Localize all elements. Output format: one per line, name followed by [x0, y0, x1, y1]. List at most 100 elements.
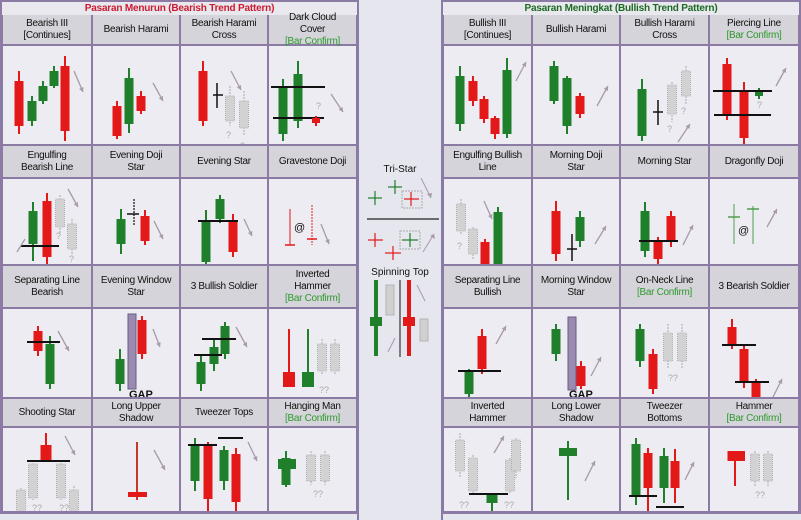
svg-text:?: ?	[316, 101, 321, 111]
svg-text:??: ??	[755, 490, 765, 500]
bearish-pattern-chart	[181, 309, 267, 397]
bullish-pattern-chart	[533, 179, 619, 264]
bullish-pattern-chart	[533, 428, 619, 511]
bullish-pattern-label: Long Lower Shadow	[533, 399, 619, 426]
bullish-panel-title: Pasaran Meningkat (Bullish Trend Pattern…	[443, 2, 799, 15]
bullish-pattern-label: Hammer [Bar Confirm]	[710, 399, 798, 426]
pattern-name: Hammer	[294, 280, 331, 292]
bullish-pattern-label: Bullish Harami	[533, 15, 619, 44]
pattern-name: Cross	[211, 29, 237, 41]
bar-confirm-note: [Bar Confirm]	[284, 292, 340, 304]
center-column: Tri-Star Spinning Top	[357, 0, 443, 520]
bearish-pattern-label: Dark Cloud Cover [Bar Confirm]	[269, 12, 356, 47]
svg-text:@: @	[738, 225, 749, 237]
svg-text:?: ?	[757, 100, 762, 110]
svg-text:??: ??	[32, 503, 42, 511]
pattern-name: Bearish III	[26, 17, 68, 29]
bearish-pattern-label: 3 Bullish Soldier	[181, 266, 267, 307]
tri-star-label: Tri-Star	[383, 164, 417, 175]
pattern-name: Bullish	[473, 286, 502, 298]
svg-text:?: ?	[226, 130, 231, 140]
bearish-pattern-label: Hanging Man [Bar Confirm]	[269, 399, 356, 426]
bullish-pattern-chart: ??	[444, 179, 531, 264]
bullish-pattern-label: Bullish Harami Cross	[621, 15, 708, 44]
bearish-pattern-chart	[181, 179, 267, 264]
pattern-name: Engulfing	[27, 149, 67, 161]
svg-text:??: ??	[668, 373, 678, 383]
bearish-pattern-chart: @	[269, 179, 356, 264]
pattern-name: Evening Window	[100, 274, 172, 286]
bearish-pattern-chart	[3, 309, 91, 397]
pattern-name: Tweezer	[646, 400, 683, 412]
bullish-pattern-label: Morning Window Star	[533, 266, 619, 307]
bearish-pattern-label: Tweezer Tops	[181, 399, 267, 426]
pattern-name: Star	[127, 286, 145, 298]
bullish-pattern-label: Dragonfly Doji	[710, 146, 798, 177]
center-patterns-chart	[367, 177, 439, 357]
bearish-pattern-chart: ??	[3, 179, 91, 264]
svg-text:?: ?	[69, 254, 74, 264]
svg-text:??: ??	[459, 500, 469, 510]
bullish-pattern-label: On-Neck Line [Bar Confirm]	[621, 266, 708, 307]
spinning-top-label: Spinning Top	[371, 267, 429, 278]
bearish-pattern-chart: GAP	[93, 309, 179, 397]
svg-text:?: ?	[240, 141, 245, 144]
bar-confirm-note: [Bar Confirm]	[284, 35, 340, 47]
svg-text:??: ??	[313, 489, 323, 499]
pattern-name: Cover	[299, 23, 326, 35]
pattern-name: Separating Line	[454, 274, 521, 286]
svg-text:@: @	[294, 222, 305, 234]
pattern-name: Evening Doji	[109, 149, 163, 161]
bearish-pattern-chart	[93, 428, 179, 511]
pattern-name: Star	[567, 161, 585, 173]
bullish-pattern-label: Engulfing Bullish Line	[444, 146, 531, 177]
bearish-pattern-chart	[3, 46, 91, 144]
pattern-name: Bullish Harami	[634, 17, 695, 29]
svg-text:GAP: GAP	[129, 389, 153, 397]
pattern-name: Star	[127, 161, 145, 173]
pattern-name: Hammer	[469, 412, 506, 424]
pattern-name: Piercing Line	[727, 17, 781, 29]
bullish-pattern-label: Bullish III [Continues]	[444, 15, 531, 44]
pattern-name: Morning Window	[540, 274, 612, 286]
bullish-pattern-chart	[710, 309, 798, 397]
pattern-name: Tweezer Tops	[195, 406, 253, 418]
bearish-pattern-chart	[93, 46, 179, 144]
pattern-name: Bullish Harami	[545, 23, 607, 35]
pattern-name: Bearish Line	[21, 161, 73, 173]
pattern-name: Bearish Harami	[103, 23, 169, 35]
bullish-pattern-chart: ?	[710, 46, 798, 144]
pattern-name: Bearish Harami	[191, 17, 257, 29]
bearish-pattern-label: Evening Star	[181, 146, 267, 177]
bearish-pattern-label: Inverted Hammer [Bar Confirm]	[269, 266, 356, 307]
pattern-name: Inverted	[295, 268, 330, 280]
bearish-pattern-label: Shooting Star	[3, 399, 91, 426]
bar-confirm-note: [Bar Confirm]	[726, 412, 782, 424]
pattern-name: [Continues]	[23, 29, 71, 41]
svg-text:GAP: GAP	[569, 389, 593, 397]
bearish-pattern-label: Gravestone Doji	[269, 146, 356, 177]
pattern-name: Long Lower	[551, 400, 601, 412]
pattern-name: Long Upper	[111, 400, 161, 412]
bullish-pattern-label: Morning Doji Star	[533, 146, 619, 177]
bearish-pattern-label: Bearish Harami Cross	[181, 15, 267, 44]
bearish-pattern-label: Evening Window Star	[93, 266, 179, 307]
bullish-pattern-chart: @	[710, 179, 798, 264]
bullish-pattern-chart: ??	[710, 428, 798, 511]
bearish-pattern-chart	[93, 179, 179, 264]
pattern-name: On-Neck Line	[635, 274, 694, 286]
bar-confirm-note: [Bar Confirm]	[636, 286, 692, 298]
pattern-name: Cross	[652, 29, 677, 41]
bearish-pattern-label: Separating Line Bearish	[3, 266, 91, 307]
svg-text:??: ??	[319, 385, 329, 395]
bullish-pattern-chart	[444, 309, 531, 397]
bearish-pattern-chart: ??	[269, 428, 356, 511]
bearish-pattern-label: Long Upper Shadow	[93, 399, 179, 426]
bearish-pattern-label: Bearish Harami	[93, 15, 179, 44]
bearish-pattern-chart: ??	[269, 309, 356, 397]
bar-confirm-note: [Bar Confirm]	[284, 412, 340, 424]
pattern-name: Separating Line	[14, 274, 80, 286]
svg-text:??: ??	[504, 500, 514, 510]
bullish-pattern-label: Tweezer Bottoms	[621, 399, 708, 426]
pattern-name: Engulfing Bullish	[453, 149, 522, 161]
